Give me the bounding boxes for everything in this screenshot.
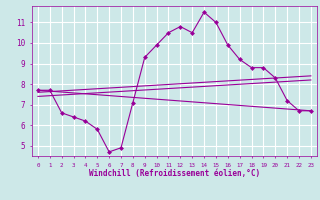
X-axis label: Windchill (Refroidissement éolien,°C): Windchill (Refroidissement éolien,°C) bbox=[89, 169, 260, 178]
